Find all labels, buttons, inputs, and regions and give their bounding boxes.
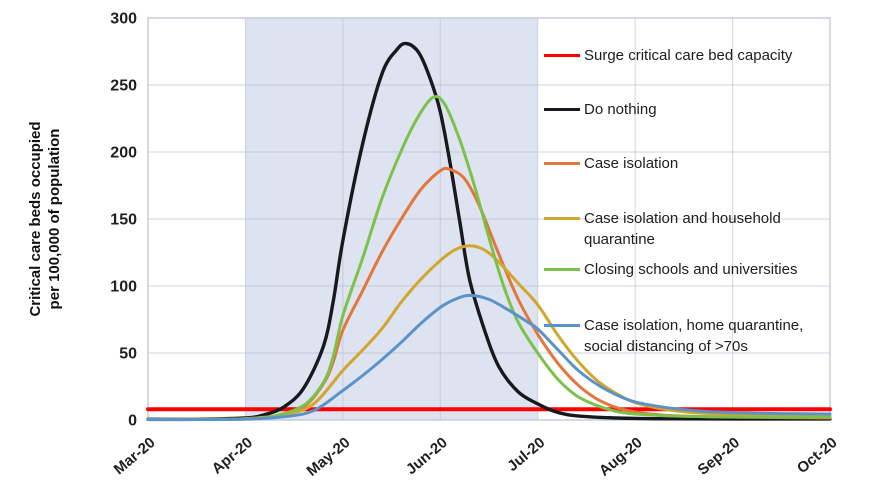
legend-swatch-case-isolation — [544, 162, 580, 165]
x-tick-label: May-20 — [304, 434, 354, 480]
x-tick-label: Apr-20 — [209, 434, 256, 478]
legend-swatch-case-isolation-home-quarantine-social-distancing-of-70s — [544, 324, 580, 327]
legend-swatch-surge-critical-care-bed-capacity — [544, 54, 580, 57]
legend-label: Case isolation and household quarantine — [584, 210, 781, 248]
y-tick-label: 150 — [110, 212, 137, 229]
legend-swatch-closing-schools-and-universities — [544, 268, 580, 271]
x-tick-label: Jun-20 — [403, 434, 451, 478]
legend-label: Closing schools and universities — [584, 261, 798, 278]
x-tick-label: Mar-20 — [111, 434, 159, 478]
legend-label: Surge critical care bed capacity — [584, 47, 793, 64]
y-tick-label: 50 — [119, 346, 137, 363]
series-path-case-isolation-and-household-quarantine — [146, 244, 832, 421]
y-tick-label: 100 — [110, 279, 137, 296]
x-tick-label: Sep-20 — [695, 434, 744, 479]
x-tick-label: Oct-20 — [794, 434, 841, 477]
legend-item-do-nothing: Do nothing — [544, 99, 657, 120]
legend-label: Case isolation, home quarantine, social … — [584, 317, 804, 355]
y-tick-label: 200 — [110, 145, 137, 162]
y-tick-label: 0 — [128, 413, 137, 430]
legend-item-closing-schools-and-universities: Closing schools and universities — [544, 259, 797, 280]
y-tick-label: 250 — [110, 78, 137, 95]
x-tick-label: Jul-20 — [504, 434, 548, 475]
legend-item-case-isolation: Case isolation — [544, 153, 678, 174]
legend-item-case-isolation-home-quarantine-social-distancing-of-70s: Case isolation, home quarantine, social … — [544, 315, 803, 357]
legend-label: Case isolation — [584, 155, 679, 172]
legend-label: Do nothing — [584, 101, 657, 118]
plot-border — [147, 17, 831, 421]
legend-swatch-case-isolation-and-household-quarantine — [544, 217, 580, 220]
legend-swatch-do-nothing — [544, 108, 580, 111]
y-axis-title: Critical care beds occupied per 100,000 o… — [27, 121, 63, 316]
legend-item-surge-critical-care-bed-capacity: Surge critical care bed capacity — [544, 45, 792, 66]
series-path-case-isolation-home-quarantine-social-distancing-of-70s — [146, 293, 832, 422]
legend-item-case-isolation-and-household-quarantine: Case isolation and household quarantine — [544, 208, 781, 250]
x-tick-label: Aug-20 — [596, 434, 646, 480]
series-path-do-nothing — [146, 41, 832, 422]
y-tick-label: 300 — [110, 11, 137, 28]
series-path-closing-schools-and-universities — [146, 94, 832, 422]
